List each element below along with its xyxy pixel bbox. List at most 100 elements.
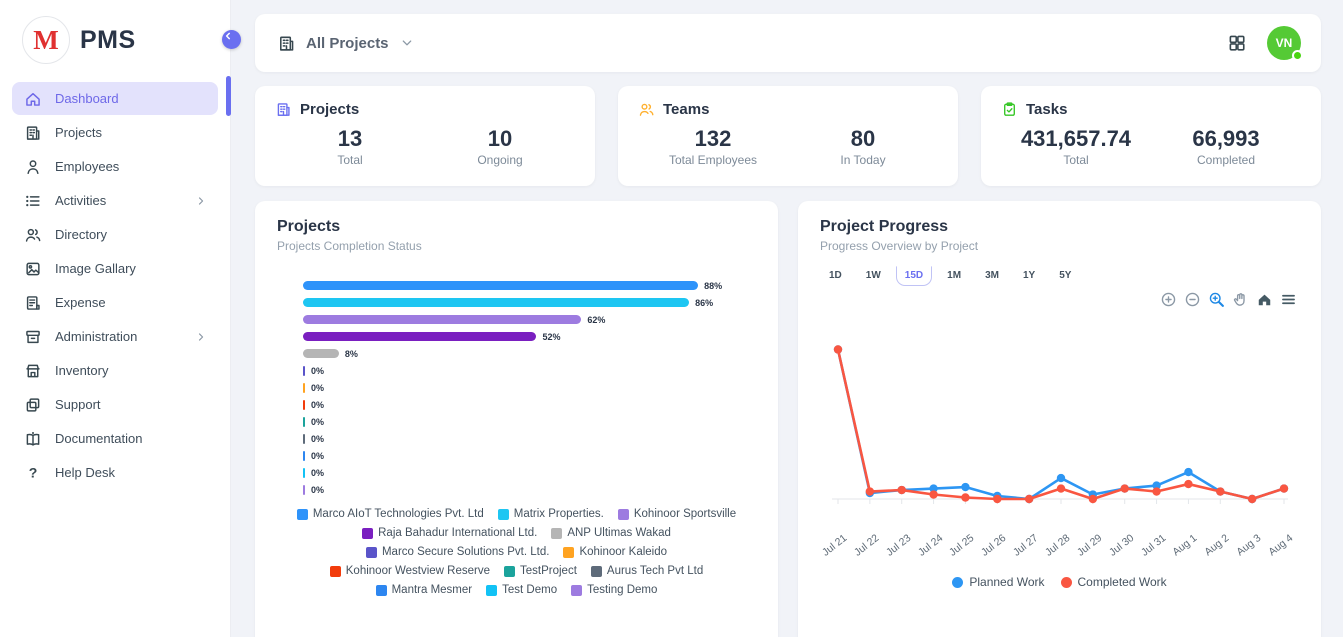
data-point-planned-work-jul-31[interactable]: [1152, 481, 1161, 490]
range-tab-1m[interactable]: 1M: [947, 270, 962, 281]
bar-row-testing-demo[interactable]: 0%: [303, 481, 752, 498]
bar-row-kohinoor-westview-reserve[interactable]: 0%: [303, 396, 752, 413]
bar-segment[interactable]: [303, 298, 690, 307]
user-avatar[interactable]: VN: [1267, 26, 1303, 61]
bar-segment[interactable]: [303, 281, 699, 290]
legend-item-raja-bahadur-international-ltd[interactable]: Raja Bahadur International Ltd.: [362, 527, 537, 539]
bar-row-raja-bahadur-international-ltd[interactable]: 52%: [303, 328, 752, 345]
sidebar-item-employees[interactable]: Employees: [12, 150, 218, 183]
x-tick-label: Jul 28: [1042, 532, 1073, 559]
people-icon: [24, 226, 42, 244]
range-tab-5y[interactable]: 5Y: [1059, 270, 1072, 281]
data-point-completed-work-jul-27[interactable]: [1024, 494, 1034, 504]
bar-row-kohinoor-kaleido[interactable]: 0%: [303, 379, 752, 396]
bar-row-anp-ultimas-wakad[interactable]: 8%: [303, 345, 752, 362]
x-tick-label: Jul 26: [979, 532, 1009, 559]
data-point-planned-work-jul-28[interactable]: [1056, 473, 1066, 483]
legend-item-aurus-tech-pvt-ltd[interactable]: Aurus Tech Pvt Ltd: [590, 565, 703, 577]
data-point-completed-work-jul-23[interactable]: [897, 485, 906, 495]
sidebar-scrollbar-thumb[interactable]: [226, 76, 231, 116]
sidebar-item-documentation[interactable]: Documentation: [12, 422, 218, 455]
copy-icon: [24, 396, 42, 414]
range-tab-15d[interactable]: 15D: [895, 266, 933, 286]
bar-value-label: 0%: [311, 484, 325, 495]
legend-item-marco-aiot-technologies-pvt-ltd[interactable]: Marco AIoT Technologies Pvt. Ltd: [296, 508, 484, 520]
data-point-completed-work-jul-26[interactable]: [993, 494, 1002, 504]
zoom-in-icon[interactable]: [1160, 291, 1177, 308]
sidebar-item-expense[interactable]: Expense: [12, 286, 218, 319]
legend-item-mantra-mesmer[interactable]: Mantra Mesmer: [375, 584, 472, 596]
sidebar-item-dashboard[interactable]: Dashboard: [12, 82, 218, 115]
data-point-completed-work-aug-3[interactable]: [1247, 494, 1257, 504]
stat-metric-total: 431,657.74 Total: [1001, 126, 1151, 167]
range-tab-1y[interactable]: 1Y: [1022, 270, 1036, 281]
sidebar-item-projects[interactable]: Projects: [12, 116, 218, 149]
bar-zero-tick: [303, 399, 305, 410]
avatar-initials: VN: [1275, 36, 1293, 50]
stat-card-teams: Teams 132 Total Employees 80 In Today: [618, 86, 958, 186]
legend-item-anp-ultimas-wakad[interactable]: ANP Ultimas Wakad: [551, 527, 671, 539]
stat-metric-ongoing: 10 Ongoing: [425, 126, 575, 167]
sidebar-item-inventory[interactable]: Inventory: [12, 354, 218, 387]
menu-icon: [1280, 291, 1297, 308]
bar-row-marco-aiot-technologies-pvt-ltd[interactable]: 88%: [303, 277, 752, 294]
data-point-completed-work-jul-21[interactable]: [833, 345, 843, 354]
bar-segment[interactable]: [303, 332, 537, 341]
data-point-planned-work-aug-1[interactable]: [1184, 467, 1193, 477]
data-point-completed-work-jul-31[interactable]: [1152, 487, 1161, 496]
bar-segment[interactable]: [303, 315, 582, 324]
bar-row-testproject[interactable]: 0%: [303, 413, 752, 430]
stat-value: 80: [850, 126, 876, 151]
legend-item-kohinoor-sportsville[interactable]: Kohinoor Sportsville: [617, 508, 736, 520]
data-point-completed-work-jul-30[interactable]: [1120, 484, 1129, 493]
legend-item-planned-work[interactable]: Planned Work: [952, 575, 1045, 589]
range-tab-1d[interactable]: 1D: [829, 270, 842, 281]
legend-item-kohinoor-westview-reserve[interactable]: Kohinoor Westview Reserve: [329, 565, 490, 577]
sidebar-item-activities[interactable]: Activities: [12, 184, 218, 217]
range-tab-1w[interactable]: 1W: [865, 270, 881, 281]
x-tick-label: Jul 25: [947, 532, 977, 559]
sidebar-item-help-desk[interactable]: ? Help Desk: [12, 456, 218, 489]
data-point-completed-work-jul-29[interactable]: [1088, 494, 1098, 504]
stat-card-title: Tasks: [1026, 101, 1068, 118]
sidebar-item-directory[interactable]: Directory: [12, 218, 218, 251]
legend-item-matrix-properties[interactable]: Matrix Properties.: [497, 508, 604, 520]
sidebar-item-label: Projects: [55, 125, 102, 140]
data-point-planned-work-jul-25[interactable]: [961, 482, 970, 492]
bar-row-kohinoor-sportsville[interactable]: 62%: [303, 311, 752, 328]
home-reset-icon[interactable]: [1256, 291, 1273, 308]
data-point-planned-work-jul-24[interactable]: [929, 484, 938, 493]
legend-item-kohinoor-kaleido[interactable]: Kohinoor Kaleido: [563, 546, 667, 558]
data-point-completed-work-aug-4[interactable]: [1279, 484, 1289, 493]
bar-segment[interactable]: [303, 349, 339, 358]
bar-row-mantra-mesmer[interactable]: 0%: [303, 447, 752, 464]
menu-icon[interactable]: [1280, 291, 1297, 308]
legend-item-testproject[interactable]: TestProject: [504, 565, 577, 577]
bar-row-aurus-tech-pvt-ltd[interactable]: 0%: [303, 430, 752, 447]
building-icon: [275, 101, 292, 118]
data-point-completed-work-aug-2[interactable]: [1216, 487, 1225, 496]
legend-item-marco-secure-solutions-pvt-ltd[interactable]: Marco Secure Solutions Pvt. Ltd.: [365, 546, 549, 558]
sidebar-item-support[interactable]: Support: [12, 388, 218, 421]
sidebar-item-administration[interactable]: Administration: [12, 320, 218, 353]
apps-grid-icon[interactable]: [1227, 33, 1247, 53]
sidebar-item-image-gallary[interactable]: Image Gallary: [12, 252, 218, 285]
data-point-completed-work-jul-25[interactable]: [961, 493, 970, 502]
bar-row-test-demo[interactable]: 0%: [303, 464, 752, 481]
selection-zoom-icon[interactable]: [1208, 291, 1225, 308]
project-selector[interactable]: All Projects: [277, 34, 415, 53]
data-point-completed-work-jul-24[interactable]: [929, 490, 938, 499]
legend-item-completed-work[interactable]: Completed Work: [1060, 575, 1167, 589]
range-tab-3m[interactable]: 3M: [985, 270, 999, 281]
data-point-completed-work-jul-22[interactable]: [865, 487, 875, 496]
zoom-out-icon[interactable]: [1184, 291, 1201, 308]
legend-item-testing-demo[interactable]: Testing Demo: [571, 584, 657, 596]
data-point-completed-work-jul-28[interactable]: [1056, 484, 1066, 493]
bar-row-matrix-properties[interactable]: 86%: [303, 294, 752, 311]
store-icon: [24, 362, 42, 380]
bar-row-marco-secure-solutions-pvt-ltd[interactable]: 0%: [303, 362, 752, 379]
legend-item-test-demo[interactable]: Test Demo: [486, 584, 557, 596]
pan-icon[interactable]: [1232, 291, 1249, 308]
data-point-completed-work-aug-1[interactable]: [1184, 479, 1193, 489]
sidebar-collapse-button[interactable]: [222, 30, 241, 49]
